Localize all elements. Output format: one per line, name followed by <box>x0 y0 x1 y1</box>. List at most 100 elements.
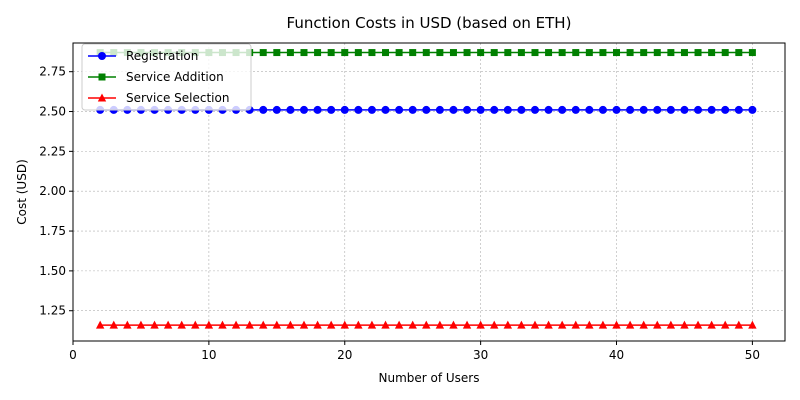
data-point <box>231 320 241 329</box>
data-point <box>259 49 267 57</box>
legend-marker <box>98 73 106 81</box>
data-point <box>530 105 539 114</box>
data-point <box>558 49 566 57</box>
data-point <box>585 49 593 57</box>
data-point <box>572 49 580 57</box>
data-point <box>449 105 458 114</box>
data-point <box>449 49 457 57</box>
data-point <box>150 320 159 329</box>
x-axis-label: Number of Users <box>378 371 479 385</box>
data-point <box>314 49 322 57</box>
data-point <box>639 320 648 329</box>
data-point <box>517 320 526 329</box>
data-point <box>463 49 471 57</box>
data-point <box>313 105 322 114</box>
data-point <box>639 105 648 114</box>
data-point <box>734 320 744 329</box>
y-tick-label: 2.00 <box>39 184 66 198</box>
data-point <box>708 49 716 57</box>
data-point <box>409 49 417 57</box>
x-axis: 0 10 20 30 40 50 <box>69 341 760 362</box>
data-point <box>272 105 281 114</box>
data-point <box>517 105 526 114</box>
data-point <box>136 320 146 329</box>
data-point <box>598 320 608 329</box>
data-point <box>680 320 689 329</box>
data-point <box>721 49 729 57</box>
data-point <box>327 105 336 114</box>
data-point <box>95 320 105 329</box>
data-point <box>394 320 404 329</box>
y-tick-label: 1.50 <box>39 264 66 278</box>
data-point <box>340 105 349 114</box>
data-point <box>612 105 621 114</box>
data-point <box>735 49 743 57</box>
legend-marker <box>98 52 106 60</box>
data-point <box>558 105 567 114</box>
data-point <box>163 320 173 329</box>
data-point <box>612 320 621 329</box>
data-point <box>354 105 363 114</box>
data-point <box>599 49 607 57</box>
data-point <box>653 49 661 57</box>
data-point <box>299 105 308 114</box>
y-axis-label: Cost (USD) <box>15 159 29 225</box>
data-point <box>381 320 390 329</box>
data-point <box>272 320 282 329</box>
plot-frame <box>72 42 786 342</box>
data-point <box>259 320 268 329</box>
y-tick-label: 1.75 <box>39 224 66 238</box>
data-point <box>327 49 335 57</box>
data-point <box>436 49 444 57</box>
data-point <box>544 320 553 329</box>
data-point <box>531 49 539 57</box>
data-point <box>462 320 472 329</box>
data-point <box>517 49 525 57</box>
data-point <box>299 320 309 329</box>
data-point <box>408 320 417 329</box>
x-tick-label: 30 <box>473 348 488 362</box>
grid <box>72 43 785 341</box>
data-point <box>435 320 445 329</box>
data-point <box>245 320 254 329</box>
data-point <box>449 320 458 329</box>
data-point <box>666 320 676 329</box>
data-point <box>490 105 499 114</box>
y-axis: 1.25 1.50 1.75 2.00 2.25 2.50 2.75 <box>39 65 73 318</box>
data-point <box>382 49 390 57</box>
y-tick-label: 2.25 <box>39 144 66 158</box>
data-point <box>680 105 689 114</box>
data-point <box>340 320 349 329</box>
data-point <box>123 320 132 329</box>
data-point <box>381 105 390 114</box>
data-point <box>666 105 675 114</box>
data-point <box>341 49 349 57</box>
data-point <box>395 49 403 57</box>
data-point <box>354 49 362 57</box>
data-point <box>613 49 621 57</box>
y-tick-label: 2.75 <box>39 65 66 79</box>
data-point <box>530 320 540 329</box>
data-point <box>367 320 377 329</box>
data-point <box>694 49 702 57</box>
data-point <box>313 320 322 329</box>
legend-box <box>81 43 252 111</box>
data-point <box>571 320 580 329</box>
data-point <box>395 105 404 114</box>
data-point <box>326 320 336 329</box>
data-point <box>422 105 431 114</box>
y-tick-label: 1.25 <box>39 304 66 318</box>
data-point <box>273 49 281 57</box>
data-point <box>653 320 662 329</box>
data-point <box>625 320 635 329</box>
data-point <box>463 105 472 114</box>
data-point <box>667 49 675 57</box>
data-point <box>545 49 553 57</box>
data-point <box>626 49 634 57</box>
data-point <box>748 49 756 57</box>
data-point <box>585 320 594 329</box>
data-point <box>721 320 730 329</box>
y-tick-label: 2.50 <box>39 105 66 119</box>
series-2 <box>95 320 757 329</box>
